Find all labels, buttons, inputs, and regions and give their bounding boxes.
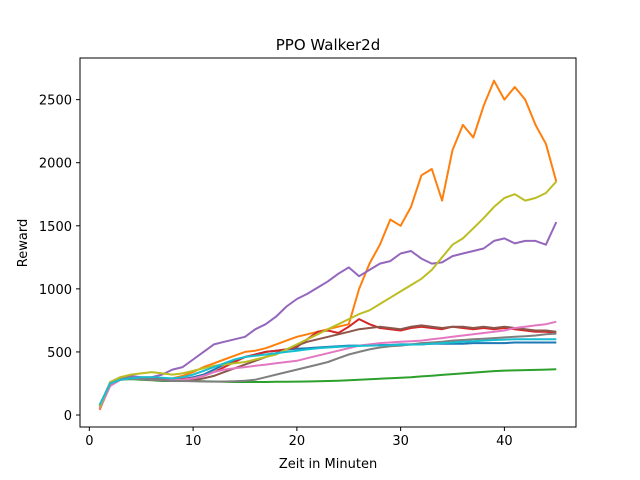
- series-layer: [98, 79, 558, 411]
- y-tick-label: 1000: [39, 283, 72, 298]
- x-tick-label: 0: [85, 434, 93, 449]
- x-axis-label: Zeit in Minuten: [279, 457, 377, 472]
- series-line-9: [98, 180, 558, 408]
- x-tick-label: 30: [392, 434, 409, 449]
- x-tick-label: 20: [289, 434, 306, 449]
- y-tick-label: 500: [47, 346, 72, 361]
- x-axis-ticks: 0 10 20 30 40: [85, 427, 513, 449]
- y-tick-label: 2500: [39, 94, 72, 109]
- y-tick-label: 1500: [39, 220, 72, 235]
- series-line-5: [98, 221, 558, 407]
- y-tick-label: 0: [64, 409, 72, 424]
- y-tick-label: 2000: [39, 157, 72, 172]
- y-axis-ticks: 0 500 1000 1500 2000 2500: [39, 94, 80, 424]
- series-line-10: [98, 338, 557, 406]
- axes-frame: [79, 57, 577, 428]
- chart-title: PPO Walker2d: [276, 36, 381, 54]
- y-axis-label: Reward: [16, 219, 31, 267]
- x-tick-label: 40: [496, 434, 513, 449]
- series-line-8: [98, 332, 557, 407]
- plot-area: 0 10 20 30 40 0 500 1000 1500 2000 2500: [39, 57, 577, 449]
- x-tick-label: 10: [185, 434, 202, 449]
